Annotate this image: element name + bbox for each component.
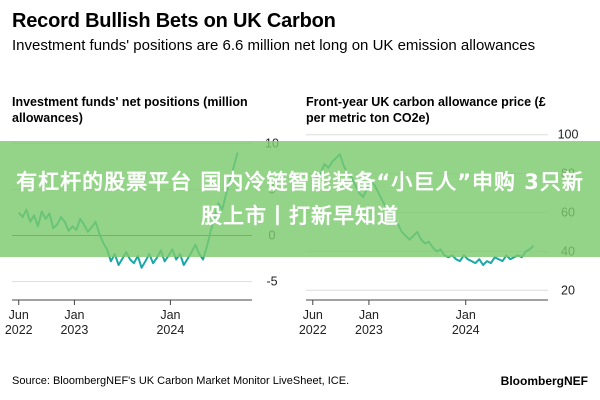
right-x-tick-year: 2022 <box>299 323 327 337</box>
left-x-tick-label: Jan <box>64 308 84 322</box>
left-y-tick-label: -5 <box>266 275 277 289</box>
left-x-tick-label: Jan <box>160 308 180 322</box>
left-panel-title: Investment funds' net positions (million… <box>12 95 248 125</box>
right-y-tick-label: 20 <box>561 283 575 297</box>
right-x-tick-year: 2023 <box>355 323 383 337</box>
brand-logo: BloombergNEF <box>500 374 588 388</box>
promo-overlay-banner[interactable]: 有杠杆的股票平台 国内冷链智能装备“小巨人”申购 3只新股上市丨打新早知道 <box>0 141 600 257</box>
left-x-tick-year: 2022 <box>5 323 33 337</box>
left-x-tick-year: 2023 <box>60 323 88 337</box>
right-panel-title: Front-year UK carbon allowance price (£ … <box>306 95 546 125</box>
left-x-tick-year: 2024 <box>156 323 184 337</box>
right-x-tick-label: Jan <box>359 308 379 322</box>
right-x-tick-label: Jan <box>456 308 476 322</box>
chart-subtitle: Investment funds' positions are 6.6 mill… <box>12 37 536 54</box>
left-x-tick-label: Jun <box>9 308 29 322</box>
source-note: Source: BloombergNEF's UK Carbon Market … <box>12 375 350 387</box>
chart-title: Record Bullish Bets on UK Carbon <box>12 10 336 32</box>
right-x-tick-label: Jun <box>303 308 323 322</box>
promo-overlay-text[interactable]: 有杠杆的股票平台 国内冷链智能装备“小巨人”申购 3只新股上市丨打新早知道 <box>16 170 584 228</box>
right-x-tick-year: 2024 <box>452 323 480 337</box>
right-y-tick-label: 100 <box>558 128 579 142</box>
